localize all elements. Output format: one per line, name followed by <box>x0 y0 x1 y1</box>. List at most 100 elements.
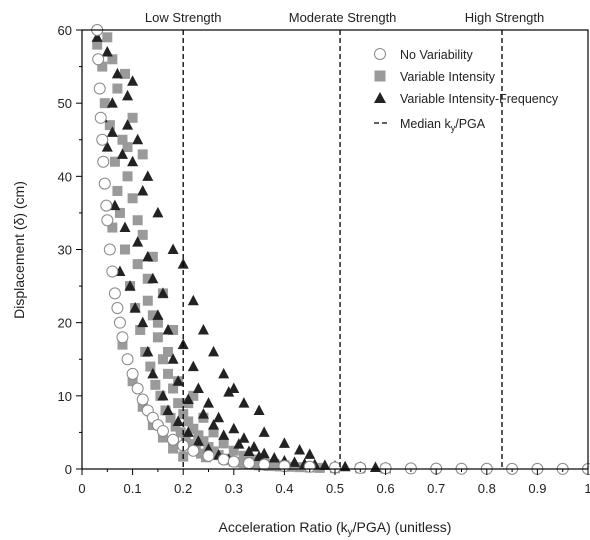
data-point-square <box>122 142 133 153</box>
data-point-square <box>294 462 305 473</box>
data-point-square <box>168 443 179 454</box>
data-point-triangle <box>197 323 209 335</box>
data-point-triangle <box>182 426 194 437</box>
data-point-triangle <box>228 382 240 394</box>
data-point-square <box>208 427 219 438</box>
data-point-triangle <box>124 280 136 291</box>
data-point-square <box>97 61 108 72</box>
data-point-square <box>168 383 179 394</box>
data-point-square <box>269 458 280 469</box>
data-point-triangle <box>223 386 235 397</box>
data-point-triangle <box>187 294 199 306</box>
x-tick-label: 0.2 <box>174 481 192 496</box>
data-point-triangle <box>167 353 179 364</box>
data-point-circle <box>103 243 116 256</box>
data-point-triangle <box>101 141 113 152</box>
data-point-triangle <box>243 445 255 456</box>
data-point-square <box>145 361 156 372</box>
data-point-triangle <box>187 360 199 372</box>
data-point-square <box>132 259 143 270</box>
x-tick-label: 0.8 <box>478 481 496 496</box>
data-point-square <box>107 222 118 233</box>
data-point-square <box>127 193 138 204</box>
data-point-triangle <box>91 31 103 42</box>
data-point-triangle <box>197 408 209 419</box>
data-point-triangle <box>106 126 118 137</box>
data-point-triangle <box>111 67 123 79</box>
legend-label-median-subscript: y <box>451 123 456 133</box>
data-point-circle <box>227 455 240 468</box>
data-point-triangle <box>278 437 290 448</box>
data-point-circle <box>126 367 139 380</box>
strength-region-labels: Low Strength Moderate Strength High Streng… <box>145 10 544 25</box>
data-point-square <box>163 346 174 357</box>
data-point-circle <box>156 424 169 437</box>
legend-label-no-variability: No Variability <box>400 48 473 62</box>
data-point-triangle <box>137 316 149 328</box>
data-point-square <box>152 317 163 328</box>
y-tick-label: 40 <box>58 169 72 184</box>
data-point-triangle <box>304 448 316 459</box>
data-point-triangle <box>208 345 220 357</box>
data-point-circle <box>136 393 149 406</box>
y-tick-label: 30 <box>58 243 72 258</box>
x-tick-label: 0.6 <box>377 481 395 496</box>
y-tick-label: 60 <box>58 23 72 38</box>
data-point-triangle <box>238 397 250 408</box>
data-point-triangle <box>152 309 164 320</box>
x-tick-label: 0.1 <box>124 481 142 496</box>
data-point-triangle <box>142 345 154 357</box>
legend-marker-variable-intensity <box>374 70 386 82</box>
data-point-square <box>173 398 184 409</box>
data-point-triangle <box>253 450 265 462</box>
data-point-square <box>183 416 194 427</box>
data-point-square <box>142 295 153 306</box>
data-point-circle <box>98 177 111 190</box>
data-point-circle <box>96 133 109 146</box>
legend-label-variable-intensity-frequency: Variable Intensity-Frequency <box>400 92 559 106</box>
data-point-triangle <box>258 426 270 437</box>
data-point-square <box>152 332 163 343</box>
data-point-triangle <box>127 75 139 86</box>
data-point-square <box>147 251 158 262</box>
data-point-square <box>102 32 113 43</box>
plot-area <box>91 24 590 475</box>
data-point-circle <box>92 53 105 66</box>
data-point-triangle <box>289 456 301 467</box>
data-point-triangle <box>294 443 306 455</box>
data-point-circle <box>113 316 126 329</box>
data-point-square <box>137 229 148 240</box>
x-axis-label-end: /PGA) (unitless) <box>353 519 452 535</box>
data-point-square <box>218 438 229 449</box>
data-point-triangle <box>192 435 204 446</box>
data-point-square <box>127 112 138 123</box>
series-no-variability <box>91 24 590 475</box>
data-point-square <box>188 423 199 434</box>
data-point-square <box>120 244 131 255</box>
data-point-triangle <box>127 155 139 167</box>
data-point-square <box>117 134 128 145</box>
data-point-triangle <box>137 184 149 196</box>
data-point-square <box>109 156 120 167</box>
data-point-square <box>170 421 181 432</box>
strength-label-2: Moderate Strength <box>289 10 397 25</box>
legend-marker-no-variability <box>374 48 386 60</box>
data-point-square <box>142 273 153 284</box>
data-point-square <box>150 379 161 390</box>
data-point-triangle <box>167 243 179 254</box>
data-point-triangle <box>218 367 230 379</box>
legend-label-variable-intensity: Variable Intensity <box>400 70 496 84</box>
data-point-triangle <box>157 389 169 401</box>
data-point-triangle <box>142 170 154 181</box>
legend-label-median: Median ky/PGA <box>400 117 486 133</box>
data-point-triangle <box>116 148 128 159</box>
data-point-triangle <box>208 419 220 430</box>
x-tick-label: 0.9 <box>528 481 546 496</box>
data-point-square <box>104 120 115 131</box>
data-point-triangle <box>119 221 131 233</box>
data-point-triangle <box>182 393 194 404</box>
data-point-triangle <box>101 45 113 57</box>
data-point-square <box>188 390 199 401</box>
data-point-circle <box>94 111 107 124</box>
